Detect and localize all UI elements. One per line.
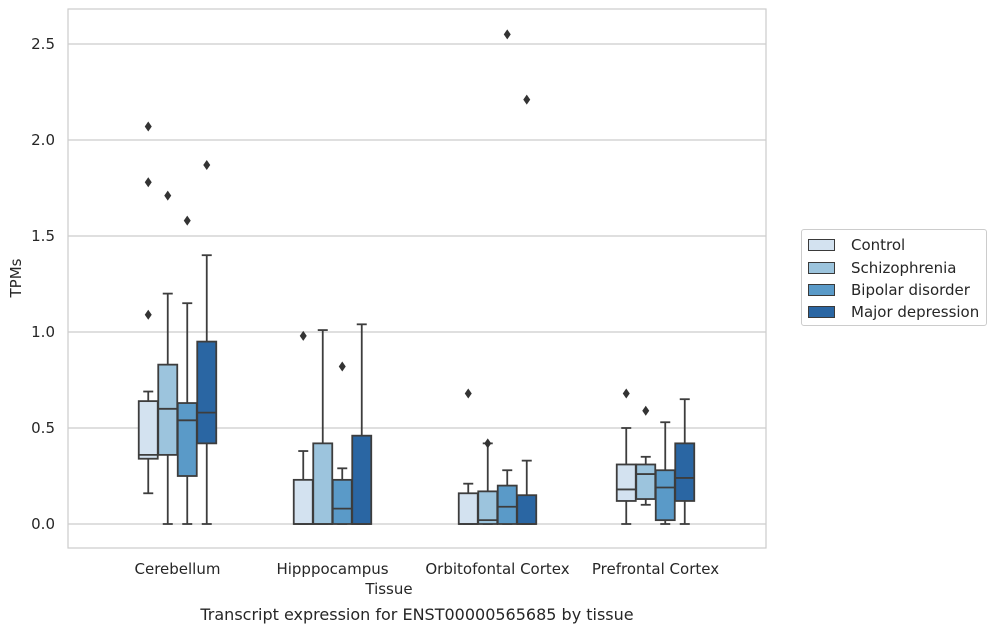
box [654,469,676,522]
box [516,494,538,525]
box [635,463,657,500]
box-group [351,323,373,525]
y-tick-label: 0.0 [31,515,55,533]
legend-item-bipolar-disorder: Bipolar disorder [808,280,970,300]
box-group [176,215,198,525]
box-group [615,388,637,525]
box [496,484,518,525]
box-group [137,121,159,495]
x-tick-label: Hipppocampus [276,560,388,578]
x-axis-label: Tissue [364,580,412,598]
legend-swatch-major-depression [808,306,835,318]
outlier-point [503,29,511,40]
outlier-point [183,215,191,226]
outlier-point [622,388,630,399]
y-tick-labels: 0.0 0.5 1.0 1.5 2.0 2.5 [31,35,55,533]
y-axis-label: TPMs [7,258,25,298]
x-tick-labels: Cerebellum Hipppocampus Orbitofontal Corte… [135,560,720,578]
y-tick-label: 1.0 [31,323,55,341]
legend-item-schizophrenia: Schizophrenia [808,258,956,278]
box [457,492,479,525]
outlier-point [203,159,211,170]
chart-caption: Transcript expression for ENST0000056568… [200,605,634,624]
legend-item-control: Control [808,235,905,255]
box-group [457,388,479,525]
box-group [196,159,218,525]
legend-swatch-bipolar-disorder [808,284,835,296]
outlier-point [164,190,172,201]
box-group [674,398,696,525]
legend-label-major-depression: Major depression [851,303,980,321]
box-group [331,361,353,525]
box-group [312,329,334,525]
outlier-point [464,388,472,399]
legend-label-schizophrenia: Schizophrenia [851,259,957,277]
legend-item-major-depression: Major depression [808,302,979,322]
x-tick-label: Prefrontal Cortex [592,560,719,578]
box [196,340,218,445]
box-group [516,94,538,525]
box-group [654,421,676,525]
outlier-point [523,94,531,105]
box [312,442,334,525]
plot-frame [67,8,767,549]
x-tick-label: Orbitofontal Cortex [425,560,569,578]
box [176,402,198,477]
box [331,478,353,525]
box [615,463,637,502]
box [477,490,499,525]
outlier-point [338,361,346,372]
legend-swatch-schizophrenia [808,262,835,274]
box-group [496,29,518,525]
outlier-point [144,121,152,132]
y-tick-label: 0.5 [31,419,55,437]
boxes [137,29,696,525]
outlier-point [299,330,307,341]
box [292,478,314,525]
y-tick-label: 1.5 [31,227,55,245]
outlier-point [642,405,650,416]
outlier-point [144,309,152,320]
x-tick-label: Cerebellum [135,560,221,578]
box-group [157,190,179,525]
y-tick-label: 2.5 [31,35,55,53]
box [137,400,159,460]
legend: Control Schizophrenia Bipolar disorder M… [801,229,987,326]
legend-label-control: Control [851,236,906,254]
outlier-point [484,438,492,449]
box [157,363,179,456]
box [674,442,696,502]
legend-swatch-control [808,239,835,251]
legend-label-bipolar-disorder: Bipolar disorder [851,281,970,299]
box [351,434,373,525]
box-group [635,405,657,506]
outlier-point [144,177,152,188]
y-tick-label: 2.0 [31,131,55,149]
box-group [477,438,499,525]
